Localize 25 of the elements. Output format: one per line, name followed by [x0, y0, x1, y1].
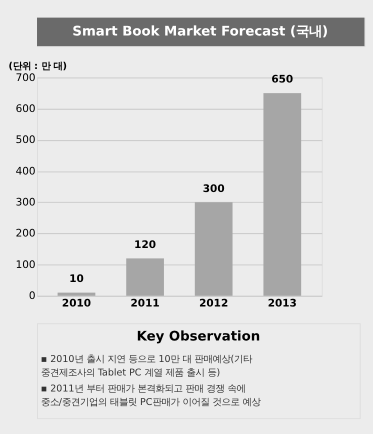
- text: Key Observation: [136, 329, 260, 344]
- bar: [194, 202, 233, 296]
- y-tick-label: 400: [16, 165, 36, 178]
- y-tick-label: 300: [16, 196, 36, 209]
- y-tick-label: 200: [16, 228, 36, 240]
- x-tick-label: 2012: [199, 298, 228, 310]
- data-label: 10: [69, 273, 84, 286]
- text: ▪ 2010년 출시 지연 등으로 10만 대 판매예상(기타 중견제조사의 Tablet PC 계열 제품 출시 등): [40, 354, 252, 378]
- x-tick-label: 2013: [268, 298, 297, 310]
- y-tick-label: 500: [16, 134, 36, 146]
- chart-title: Smart Book Market Forecast (국내): [72, 24, 328, 40]
- data-label: 120: [134, 238, 156, 251]
- y-tick-label: 100: [16, 258, 36, 271]
- bar: [126, 258, 164, 296]
- text: ▪ 2011년 부터 판매가 본격화되고 판매 경쟁 속에 중소/중견기업의 태블릿 PC판매가 이어질 것으로 예상: [40, 384, 260, 408]
- data-label: 650: [271, 74, 294, 86]
- bar: [58, 292, 96, 296]
- x-tick-label: 2011: [130, 298, 160, 310]
- x-tick-label: 2010: [62, 298, 91, 310]
- data-label: 300: [202, 182, 225, 195]
- y-tick-label: 700: [16, 72, 36, 84]
- y-tick-label: 600: [16, 102, 36, 115]
- y-axis-title: (단위 : 만 대): [8, 60, 67, 72]
- bar: [263, 93, 302, 296]
- y-tick-label: 0: [28, 290, 36, 302]
